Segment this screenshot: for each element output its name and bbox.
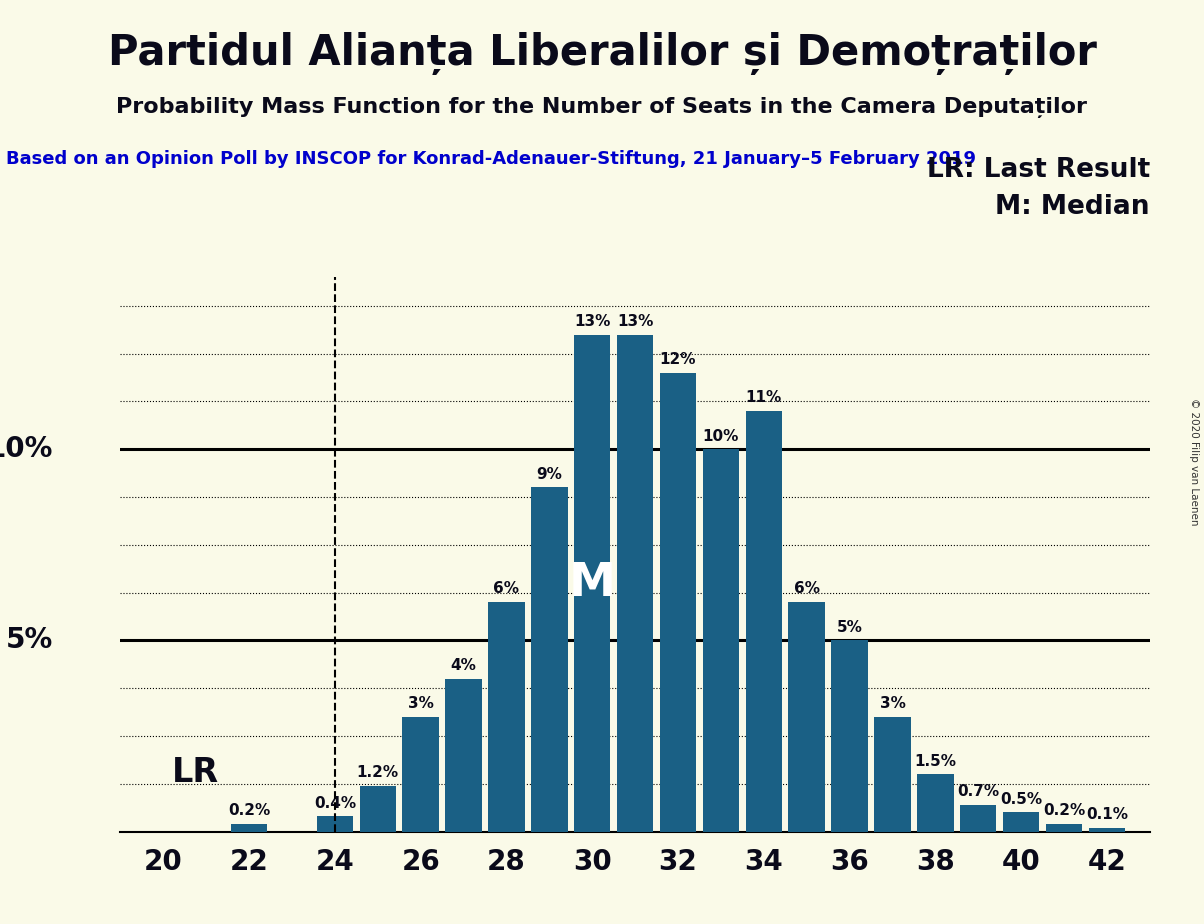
- Bar: [874, 717, 910, 832]
- Text: M: M: [568, 561, 615, 605]
- Text: 5%: 5%: [6, 626, 53, 654]
- Text: 0.7%: 0.7%: [957, 784, 999, 799]
- Text: M: Median: M: Median: [996, 194, 1150, 220]
- Bar: [703, 449, 739, 832]
- Bar: [1003, 812, 1039, 832]
- Bar: [574, 334, 610, 832]
- Text: 11%: 11%: [745, 390, 781, 406]
- Text: 0.1%: 0.1%: [1086, 807, 1128, 822]
- Bar: [745, 411, 783, 832]
- Text: 1.5%: 1.5%: [914, 753, 956, 769]
- Text: 0.4%: 0.4%: [314, 796, 356, 810]
- Text: 13%: 13%: [616, 314, 654, 329]
- Text: © 2020 Filip van Laenen: © 2020 Filip van Laenen: [1190, 398, 1199, 526]
- Bar: [789, 602, 825, 832]
- Bar: [402, 717, 439, 832]
- Text: LR: LR: [172, 756, 219, 789]
- Bar: [960, 805, 997, 832]
- Bar: [616, 334, 654, 832]
- Text: Probability Mass Function for the Number of Seats in the Camera Deputaților: Probability Mass Function for the Number…: [117, 97, 1087, 118]
- Bar: [360, 785, 396, 832]
- Text: 5%: 5%: [837, 620, 862, 635]
- Text: 10%: 10%: [703, 429, 739, 444]
- Bar: [531, 488, 567, 832]
- Bar: [660, 372, 696, 832]
- Bar: [1046, 824, 1082, 832]
- Text: 0.5%: 0.5%: [1001, 792, 1043, 807]
- Bar: [317, 816, 353, 832]
- Text: 3%: 3%: [408, 696, 433, 711]
- Bar: [831, 640, 868, 832]
- Bar: [1088, 828, 1126, 832]
- Bar: [445, 678, 482, 832]
- Text: 13%: 13%: [574, 314, 610, 329]
- Text: 4%: 4%: [450, 658, 477, 673]
- Text: 6%: 6%: [793, 581, 820, 597]
- Text: 1.2%: 1.2%: [356, 765, 399, 780]
- Bar: [231, 824, 267, 832]
- Text: Based on an Opinion Poll by INSCOP for Konrad-Adenauer-Stiftung, 21 January–5 Fe: Based on an Opinion Poll by INSCOP for K…: [6, 150, 976, 167]
- Text: 12%: 12%: [660, 352, 696, 367]
- Text: 0.2%: 0.2%: [1043, 803, 1085, 819]
- Text: 10%: 10%: [0, 435, 53, 463]
- Bar: [917, 774, 954, 832]
- Text: 3%: 3%: [880, 696, 905, 711]
- Text: LR: Last Result: LR: Last Result: [927, 157, 1150, 183]
- Text: 6%: 6%: [494, 581, 519, 597]
- Text: Partidul Alianța Liberalilor și Demoțraților: Partidul Alianța Liberalilor și Demoțraț…: [107, 32, 1097, 76]
- Text: 9%: 9%: [537, 467, 562, 481]
- Text: 0.2%: 0.2%: [228, 803, 270, 819]
- Bar: [488, 602, 525, 832]
